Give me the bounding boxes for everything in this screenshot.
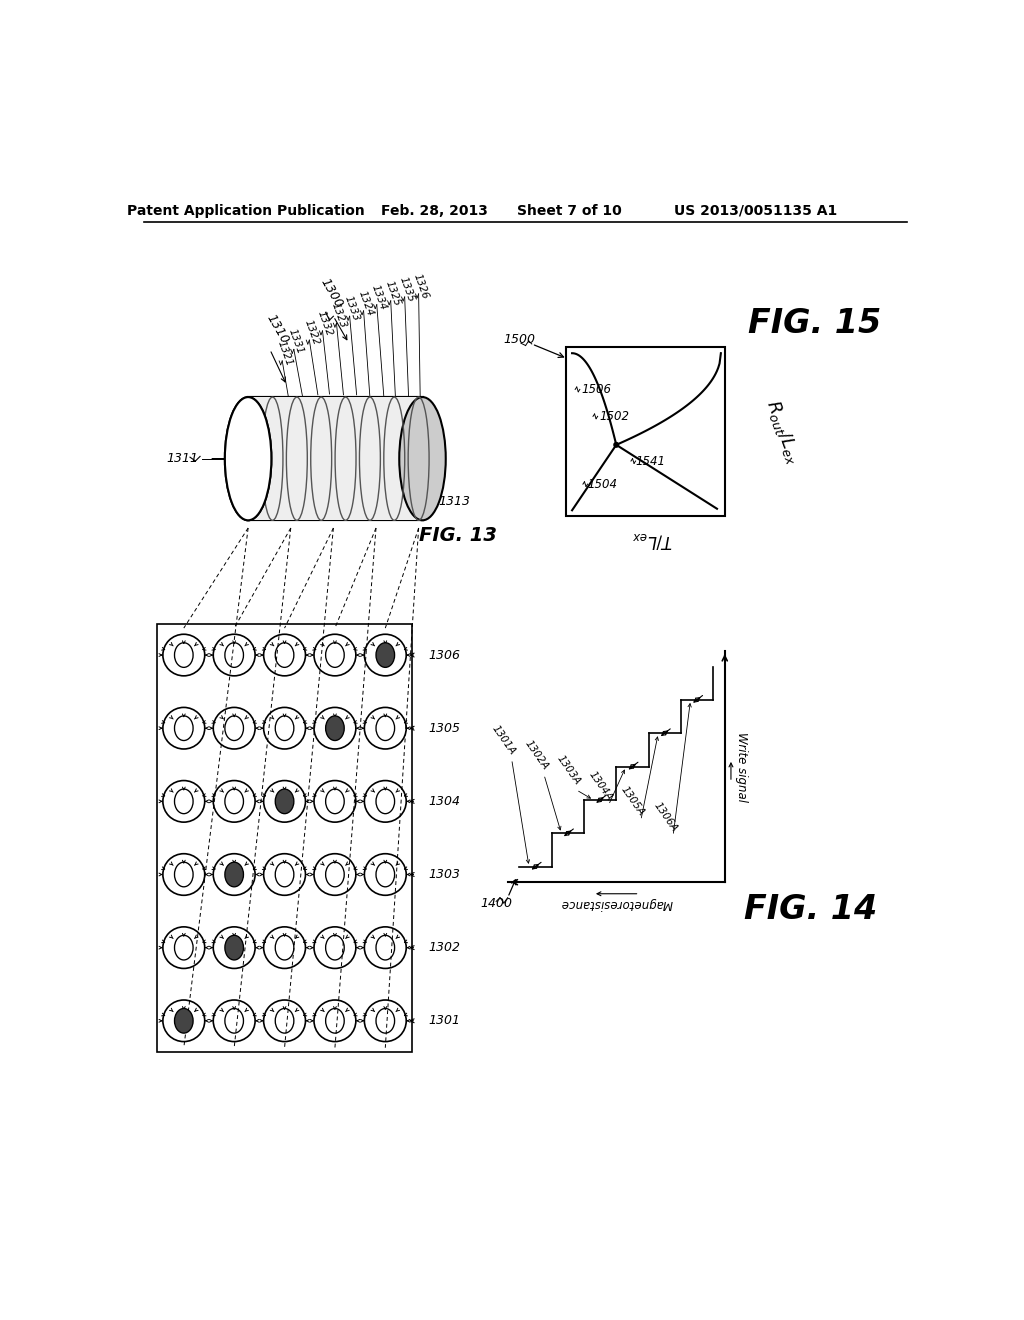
- Text: 1335: 1335: [397, 275, 416, 304]
- Text: 1306A: 1306A: [651, 800, 679, 833]
- Bar: [566, 347, 725, 516]
- Text: $T/L_{ex}$: $T/L_{ex}$: [632, 529, 673, 549]
- Text: 1304: 1304: [428, 795, 460, 808]
- Text: Write signal: Write signal: [735, 731, 749, 801]
- Text: 1311: 1311: [167, 453, 199, 465]
- Text: 1324: 1324: [356, 289, 375, 317]
- Text: 1301: 1301: [428, 1014, 460, 1027]
- Text: 1301A: 1301A: [490, 723, 517, 756]
- Text: 1302: 1302: [428, 941, 460, 954]
- Text: FIG. 13: FIG. 13: [419, 527, 497, 545]
- Text: 1303A: 1303A: [555, 754, 583, 787]
- Text: 1306: 1306: [428, 648, 460, 661]
- Text: Sheet 7 of 10: Sheet 7 of 10: [517, 203, 623, 218]
- Text: 1322: 1322: [302, 318, 321, 347]
- Text: 1400: 1400: [480, 898, 513, 911]
- Text: 1305: 1305: [428, 722, 460, 735]
- Circle shape: [614, 442, 618, 447]
- Text: 1331: 1331: [287, 327, 305, 356]
- Text: Feb. 28, 2013: Feb. 28, 2013: [381, 203, 487, 218]
- Text: US 2013/0051135 A1: US 2013/0051135 A1: [674, 203, 838, 218]
- Ellipse shape: [275, 789, 294, 813]
- Bar: [157, 624, 413, 1052]
- Ellipse shape: [225, 397, 271, 520]
- Text: 1302A: 1302A: [522, 738, 550, 772]
- Text: 1500: 1500: [504, 333, 536, 346]
- Text: 1504: 1504: [588, 478, 617, 491]
- Text: FIG. 14: FIG. 14: [744, 892, 878, 925]
- Text: 1321: 1321: [275, 339, 294, 367]
- Ellipse shape: [225, 862, 244, 887]
- Text: 1313: 1313: [438, 495, 470, 508]
- Text: 1303: 1303: [428, 869, 460, 880]
- Text: 1326: 1326: [412, 272, 430, 301]
- Bar: [248, 397, 423, 520]
- Text: 1323: 1323: [330, 301, 348, 330]
- Text: 1502: 1502: [599, 409, 629, 422]
- Text: 1333: 1333: [343, 294, 361, 322]
- Ellipse shape: [174, 1008, 194, 1034]
- Text: 1305A: 1305A: [620, 784, 647, 818]
- Ellipse shape: [326, 715, 344, 741]
- Text: 1325: 1325: [384, 279, 402, 308]
- Text: 1300: 1300: [317, 276, 345, 310]
- Ellipse shape: [399, 397, 445, 520]
- Text: Patent Application Publication: Patent Application Publication: [127, 203, 365, 218]
- Text: 1310: 1310: [263, 313, 291, 346]
- Ellipse shape: [225, 936, 244, 960]
- Text: 1304A: 1304A: [587, 770, 614, 803]
- Text: $R_{out}/L_{ex}$: $R_{out}/L_{ex}$: [762, 397, 804, 467]
- Text: 1506: 1506: [582, 383, 611, 396]
- Ellipse shape: [376, 643, 394, 668]
- Text: 1332: 1332: [315, 309, 334, 338]
- Text: FIG. 15: FIG. 15: [748, 308, 882, 341]
- Text: Magnetoresistance: Magnetoresistance: [560, 898, 673, 911]
- Text: 1541: 1541: [636, 454, 666, 467]
- Ellipse shape: [225, 397, 271, 520]
- Text: 1334: 1334: [370, 282, 388, 312]
